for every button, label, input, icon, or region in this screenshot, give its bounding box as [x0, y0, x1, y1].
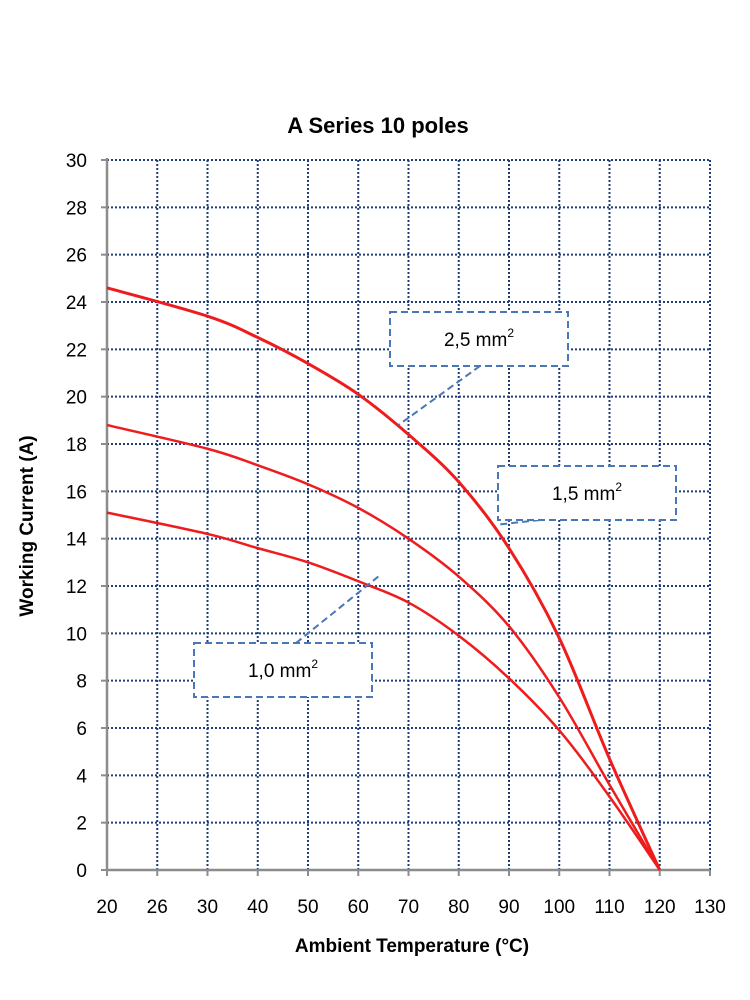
x-tick-label: 20: [96, 897, 117, 918]
annotation-label: 1,0 mm2: [248, 657, 318, 682]
x-tick-label: 110: [594, 897, 624, 918]
annotation-leader-line: [295, 575, 379, 644]
y-tick-label: 8: [76, 672, 87, 693]
annotation-box: [389, 311, 569, 367]
x-tick-label: 30: [197, 897, 218, 918]
annotation-0: 2,5 mm2: [389, 311, 569, 426]
annotations: 2,5 mm2 1,5 mm2 1,0 mm2: [193, 311, 677, 698]
annotation-2: 1,0 mm2: [193, 575, 379, 698]
annotation-superscript: 2: [615, 480, 622, 494]
annotation-label: 1,5 mm2: [552, 480, 622, 505]
x-tick-labels: 20 26 30 40 50 60 70 80 90 100 110 120 130: [96, 897, 725, 918]
y-axis-title: Working Current (A): [17, 435, 38, 616]
x-tick-label: 70: [398, 897, 419, 918]
y-tick-label: 30: [66, 151, 87, 172]
y-tick-label: 16: [66, 482, 87, 503]
y-tick-label: 10: [66, 624, 87, 645]
y-tick-label: 18: [66, 435, 87, 456]
y-tick-label: 6: [76, 719, 87, 740]
annotation-label: 2,5 mm2: [444, 326, 514, 351]
series-line-0: [106, 286, 662, 871]
x-tick-label: 100: [543, 897, 575, 918]
x-tick-label: 26: [147, 897, 168, 918]
y-tick-label: 20: [66, 388, 87, 409]
x-axis-title: Ambient Temperature (°C): [295, 936, 529, 957]
y-tick-label: 12: [66, 577, 87, 598]
annotation-box: [497, 465, 677, 521]
chart-title: A Series 10 poles: [287, 113, 468, 138]
series-line-1: [106, 423, 661, 871]
y-tick-label: 28: [66, 198, 87, 219]
x-tick-label: 80: [448, 897, 469, 918]
annotation-1: 1,5 mm2: [497, 465, 677, 526]
y-tick-label: 22: [66, 340, 87, 361]
x-tick-label: 60: [348, 897, 369, 918]
x-tick-label: 120: [644, 897, 676, 918]
y-tick-label: 24: [66, 293, 88, 314]
y-tick-label: 0: [76, 861, 87, 882]
axes: [101, 158, 711, 876]
x-tick-label: 50: [297, 897, 318, 918]
x-tick-label: 40: [247, 897, 268, 918]
y-tick-label: 14: [66, 530, 88, 551]
annotation-superscript: 2: [311, 657, 318, 671]
x-tick-label: 130: [694, 897, 726, 918]
series-line-2: [106, 511, 661, 871]
y-tick-label: 2: [76, 814, 87, 835]
annotation-box: [193, 642, 373, 698]
y-tick-label: 26: [66, 246, 87, 267]
annotation-superscript: 2: [507, 326, 514, 340]
series-lines: [106, 286, 662, 871]
x-tick-label: 90: [498, 897, 519, 918]
y-tick-label: 4: [76, 766, 87, 787]
annotation-leader-line: [397, 365, 481, 426]
